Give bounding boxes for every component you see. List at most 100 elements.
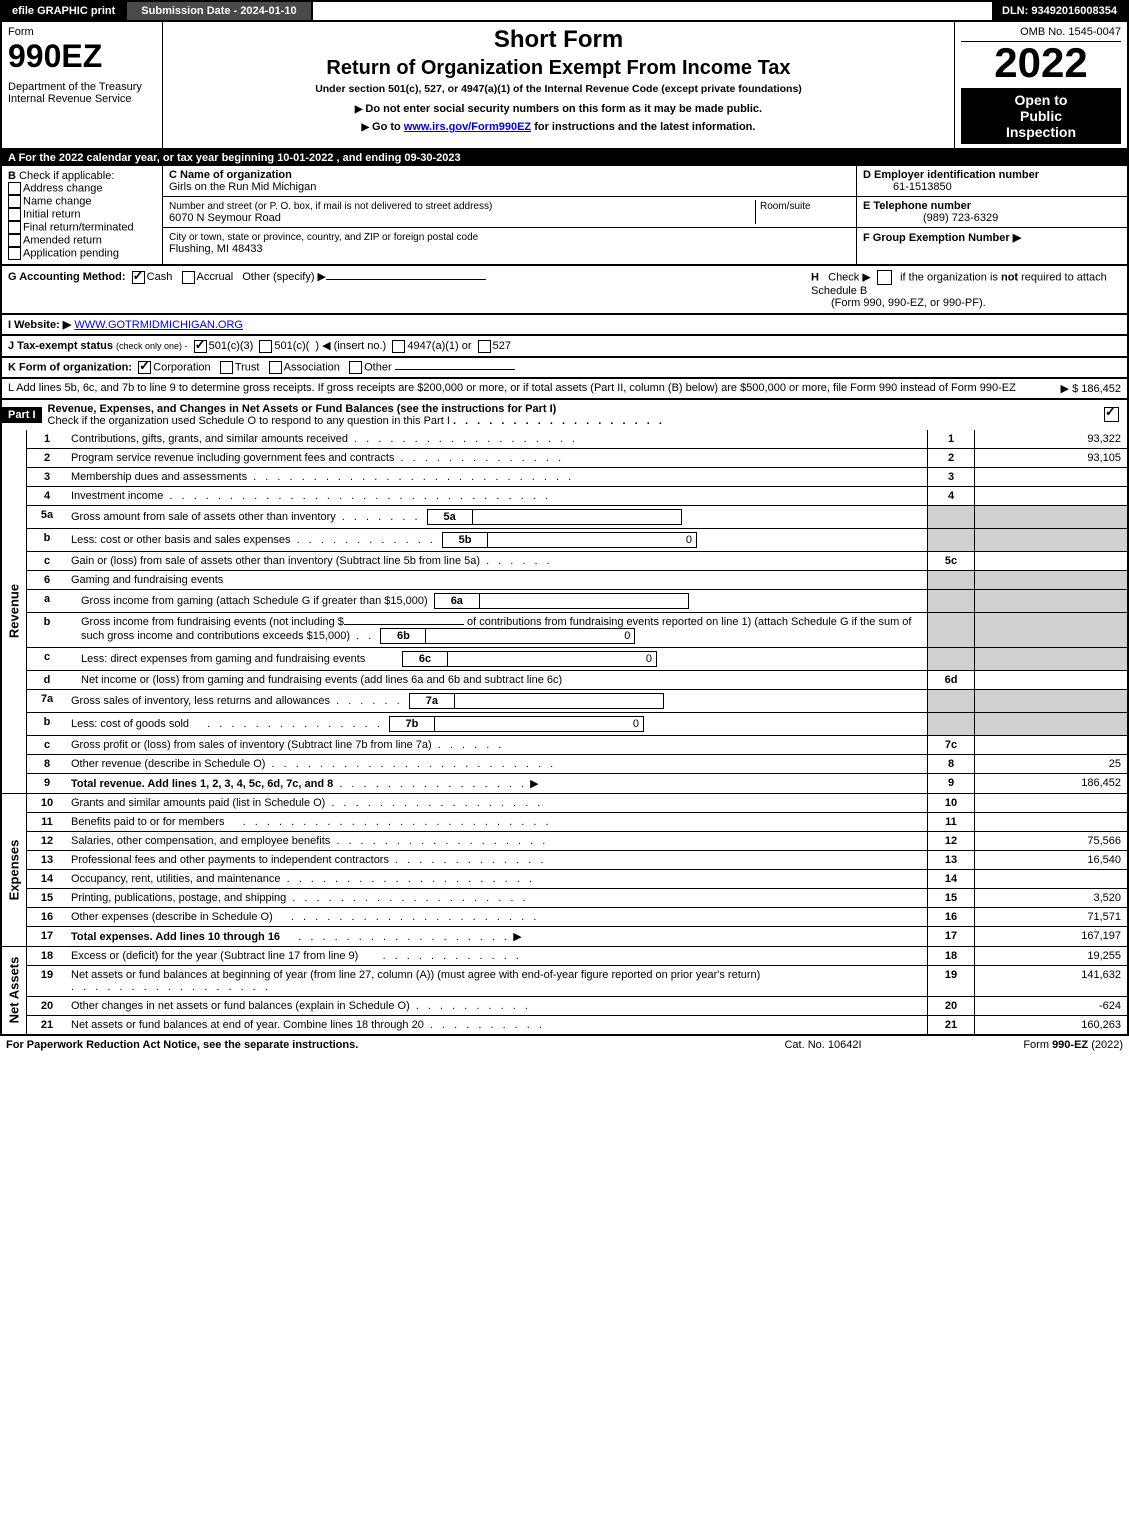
checkbox-other-org[interactable]	[349, 361, 362, 374]
n5c: c	[27, 552, 67, 570]
v21: 160,263	[974, 1016, 1127, 1034]
v6-sh	[974, 571, 1127, 589]
opt-name: Name change	[23, 195, 92, 207]
ib-6b: 6b	[380, 628, 426, 644]
ibv-6b: 0	[426, 628, 635, 644]
line-10: 10Grants and similar amounts paid (list …	[27, 794, 1127, 813]
website-link[interactable]: WWW.GOTRMIDMICHIGAN.ORG	[74, 319, 243, 331]
d5b: Less: cost or other basis and sales expe…	[67, 529, 927, 551]
goto-link[interactable]: www.irs.gov/Form990EZ	[404, 121, 531, 133]
d18t: Excess or (deficit) for the year (Subtra…	[71, 950, 358, 962]
checkbox-527[interactable]	[478, 340, 491, 353]
checkbox-final-return[interactable]	[8, 221, 21, 234]
part-i-checkbox-wrap	[1098, 404, 1127, 425]
line-7a: 7aGross sales of inventory, less returns…	[27, 690, 1127, 713]
bn3: 3	[927, 468, 974, 486]
org-name: Girls on the Run Mid Michigan	[169, 181, 316, 193]
n19: 19	[27, 966, 67, 996]
tel-label: E Telephone number	[863, 200, 971, 212]
bn5b-sh	[927, 529, 974, 551]
g-h-row: G Accounting Method: Cash Accrual Other …	[0, 266, 1129, 315]
d10: Grants and similar amounts paid (list in…	[67, 794, 927, 812]
open-line3: Inspection	[963, 124, 1119, 140]
d8: Other revenue (describe in Schedule O) .…	[67, 755, 927, 773]
d8t: Other revenue (describe in Schedule O)	[71, 758, 265, 770]
checkbox-name-change[interactable]	[8, 195, 21, 208]
v11	[974, 813, 1127, 831]
line-h: H Check ▶ if the organization is not req…	[811, 270, 1121, 309]
bn5a-sh	[927, 506, 974, 528]
n13: 13	[27, 851, 67, 869]
h-not: not	[1001, 271, 1018, 283]
line-12: 12Salaries, other compensation, and empl…	[27, 832, 1127, 851]
checkbox-trust[interactable]	[220, 361, 233, 374]
ib-7a: 7a	[409, 693, 455, 709]
d20t: Other changes in net assets or fund bala…	[71, 1000, 410, 1012]
do-not-enter: Do not enter social security numbers on …	[169, 103, 948, 115]
line-6c: cLess: direct expenses from gaming and f…	[27, 648, 1127, 671]
checkbox-4947[interactable]	[392, 340, 405, 353]
ib-6a: 6a	[434, 593, 480, 609]
revenue-lines: 1Contributions, gifts, grants, and simil…	[27, 430, 1127, 793]
line-7c: cGross profit or (loss) from sales of in…	[27, 736, 1127, 755]
b-label: B	[8, 170, 16, 182]
checkbox-accrual[interactable]	[182, 271, 195, 284]
bn7b-sh	[927, 713, 974, 735]
checkbox-part-i[interactable]	[1104, 407, 1119, 422]
line-19: 19Net assets or fund balances at beginni…	[27, 966, 1127, 997]
line-21: 21Net assets or fund balances at end of …	[27, 1016, 1127, 1034]
v14	[974, 870, 1127, 888]
footer-row: For Paperwork Reduction Act Notice, see …	[0, 1036, 1129, 1054]
ibv-5a	[473, 509, 682, 525]
n12: 12	[27, 832, 67, 850]
footer-mid: Cat. No. 10642I	[723, 1039, 923, 1051]
checkbox-initial-return[interactable]	[8, 208, 21, 221]
n3: 3	[27, 468, 67, 486]
tel-cell: E Telephone number (989) 723-6329	[857, 197, 1127, 228]
d20: Other changes in net assets or fund bala…	[67, 997, 927, 1015]
checkbox-501c[interactable]	[259, 340, 272, 353]
checkbox-assoc[interactable]	[269, 361, 282, 374]
footer-left: For Paperwork Reduction Act Notice, see …	[6, 1039, 358, 1051]
n17: 17	[27, 927, 67, 946]
n2: 2	[27, 449, 67, 467]
k-o3: Association	[284, 361, 340, 373]
expenses-lines: 10Grants and similar amounts paid (list …	[27, 794, 1127, 946]
bn18: 18	[927, 947, 974, 965]
v6d	[974, 671, 1127, 689]
ibv-7a	[455, 693, 664, 709]
d1t: Contributions, gifts, grants, and simila…	[71, 433, 348, 445]
goto-line: Go to www.irs.gov/Form990EZ for instruct…	[169, 121, 948, 133]
expenses-label: Expenses	[7, 839, 22, 900]
l-text: L Add lines 5b, 6c, and 7b to line 9 to …	[8, 382, 1051, 395]
checkbox-pending[interactable]	[8, 247, 21, 260]
d6b: Gross income from fundraising events (no…	[67, 613, 927, 647]
form-id-block: Form 990EZ Department of the Treasury In…	[2, 22, 163, 148]
j-o1: 501(c)(3)	[209, 340, 254, 352]
checkbox-address-change[interactable]	[8, 182, 21, 195]
goto-pre: Go to	[372, 121, 404, 133]
v19: 141,632	[974, 966, 1127, 996]
checkbox-h[interactable]	[877, 270, 892, 285]
ein-val: 61-1513850	[863, 181, 952, 193]
checkbox-cash[interactable]	[132, 271, 145, 284]
h-check: Check ▶	[828, 271, 871, 283]
efile-label[interactable]: efile GRAPHIC print	[2, 2, 127, 20]
line-5a: 5aGross amount from sale of assets other…	[27, 506, 1127, 529]
g-label: G Accounting Method:	[8, 271, 126, 283]
v18: 19,255	[974, 947, 1127, 965]
k-o2: Trust	[235, 361, 260, 373]
n7b: b	[27, 713, 67, 735]
checkbox-corp[interactable]	[138, 361, 151, 374]
n6a: a	[27, 590, 67, 612]
bn6-sh	[927, 571, 974, 589]
bn6d: 6d	[927, 671, 974, 689]
ib-7b: 7b	[389, 716, 435, 732]
section-b: B Check if applicable: Address change Na…	[2, 166, 163, 264]
line-l: L Add lines 5b, 6c, and 7b to line 9 to …	[0, 379, 1129, 400]
line-6a: aGross income from gaming (attach Schedu…	[27, 590, 1127, 613]
checkbox-amended[interactable]	[8, 234, 21, 247]
checkbox-501c3[interactable]	[194, 340, 207, 353]
line-a: A For the 2022 calendar year, or tax yea…	[0, 150, 1129, 166]
check-if-applicable: Check if applicable:	[19, 170, 114, 182]
